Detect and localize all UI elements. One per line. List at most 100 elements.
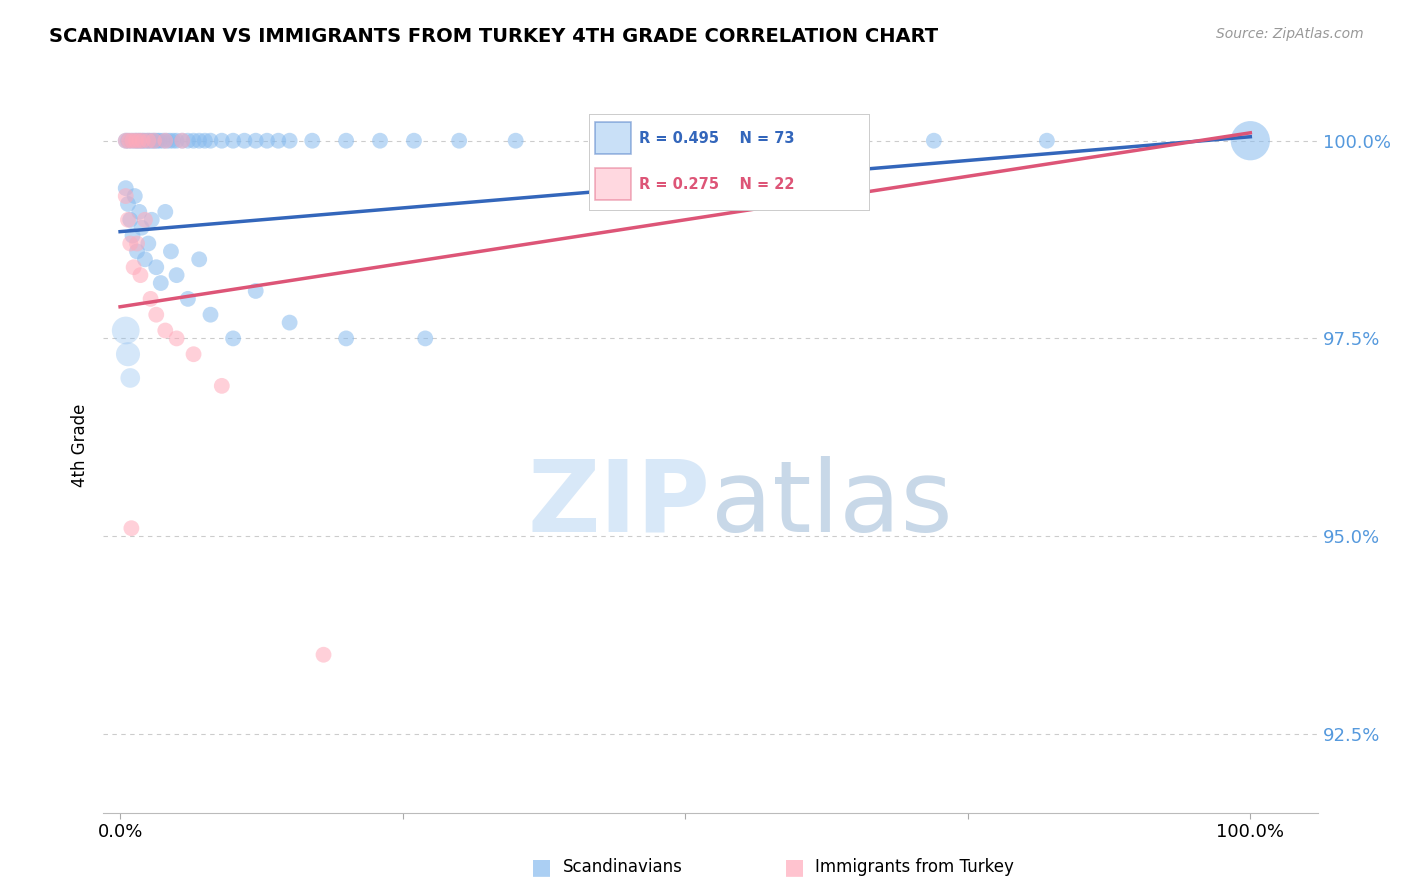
- Point: [155, 134, 177, 148]
- Point: [131, 134, 153, 148]
- Point: [152, 134, 174, 148]
- Point: [128, 205, 150, 219]
- Point: [312, 648, 335, 662]
- Point: [211, 379, 233, 393]
- Point: [162, 134, 184, 148]
- Point: [114, 134, 136, 148]
- Point: [139, 292, 162, 306]
- Point: [166, 331, 188, 345]
- Point: [200, 308, 222, 322]
- Point: [222, 134, 245, 148]
- Point: [134, 252, 156, 267]
- Point: [172, 134, 194, 148]
- Point: [125, 236, 148, 251]
- Text: Scandinavians: Scandinavians: [562, 858, 682, 876]
- Point: [146, 134, 169, 148]
- Point: [256, 134, 278, 148]
- Point: [131, 134, 153, 148]
- Point: [114, 189, 136, 203]
- Y-axis label: 4th Grade: 4th Grade: [72, 403, 89, 487]
- Point: [155, 134, 177, 148]
- Point: [139, 134, 162, 148]
- Text: Source: ZipAtlas.com: Source: ZipAtlas.com: [1216, 27, 1364, 41]
- Point: [124, 189, 146, 203]
- Point: [278, 316, 301, 330]
- Point: [117, 134, 139, 148]
- Point: [188, 134, 211, 148]
- Point: [505, 134, 527, 148]
- Point: [922, 134, 945, 148]
- Point: [132, 134, 155, 148]
- Point: [278, 134, 301, 148]
- Point: [245, 284, 267, 298]
- Point: [160, 244, 183, 259]
- Point: [114, 181, 136, 195]
- Point: [138, 134, 160, 148]
- Point: [155, 324, 177, 338]
- Point: [142, 134, 165, 148]
- Point: [117, 197, 139, 211]
- Point: [128, 134, 150, 148]
- Point: [114, 324, 136, 338]
- Text: ■: ■: [785, 857, 804, 877]
- Point: [120, 212, 142, 227]
- Text: ■: ■: [531, 857, 551, 877]
- Point: [1036, 134, 1059, 148]
- Point: [141, 212, 163, 227]
- Point: [166, 268, 188, 282]
- Point: [120, 371, 142, 385]
- Point: [211, 134, 233, 148]
- Point: [245, 134, 267, 148]
- Point: [159, 134, 181, 148]
- Point: [368, 134, 391, 148]
- Point: [129, 268, 152, 282]
- Point: [177, 134, 200, 148]
- Point: [117, 212, 139, 227]
- Point: [155, 205, 177, 219]
- Point: [233, 134, 256, 148]
- Text: ZIP: ZIP: [527, 456, 710, 552]
- Point: [194, 134, 217, 148]
- Point: [125, 134, 148, 148]
- Point: [143, 134, 166, 148]
- Text: SCANDINAVIAN VS IMMIGRANTS FROM TURKEY 4TH GRADE CORRELATION CHART: SCANDINAVIAN VS IMMIGRANTS FROM TURKEY 4…: [49, 27, 938, 45]
- Point: [301, 134, 323, 148]
- Point: [172, 134, 194, 148]
- Point: [120, 236, 142, 251]
- Point: [335, 331, 357, 345]
- Point: [125, 244, 148, 259]
- Point: [402, 134, 425, 148]
- Point: [183, 347, 205, 361]
- Point: [335, 134, 357, 148]
- Point: [149, 276, 172, 290]
- Point: [166, 134, 188, 148]
- Point: [145, 308, 167, 322]
- Point: [128, 134, 150, 148]
- Point: [118, 134, 141, 148]
- Point: [413, 331, 436, 345]
- Point: [810, 134, 832, 148]
- Point: [143, 134, 166, 148]
- Point: [1239, 134, 1261, 148]
- Point: [138, 236, 160, 251]
- Point: [131, 220, 153, 235]
- Point: [183, 134, 205, 148]
- Point: [134, 212, 156, 227]
- Point: [449, 134, 471, 148]
- Point: [114, 134, 136, 148]
- Point: [177, 292, 200, 306]
- Point: [120, 134, 142, 148]
- Point: [149, 134, 172, 148]
- Point: [122, 260, 145, 275]
- Point: [135, 134, 157, 148]
- Point: [188, 252, 211, 267]
- Point: [145, 260, 167, 275]
- Point: [125, 134, 148, 148]
- Point: [138, 134, 160, 148]
- Point: [120, 521, 142, 535]
- Point: [121, 134, 143, 148]
- Text: Immigrants from Turkey: Immigrants from Turkey: [815, 858, 1014, 876]
- Point: [124, 134, 146, 148]
- Point: [222, 331, 245, 345]
- Point: [267, 134, 290, 148]
